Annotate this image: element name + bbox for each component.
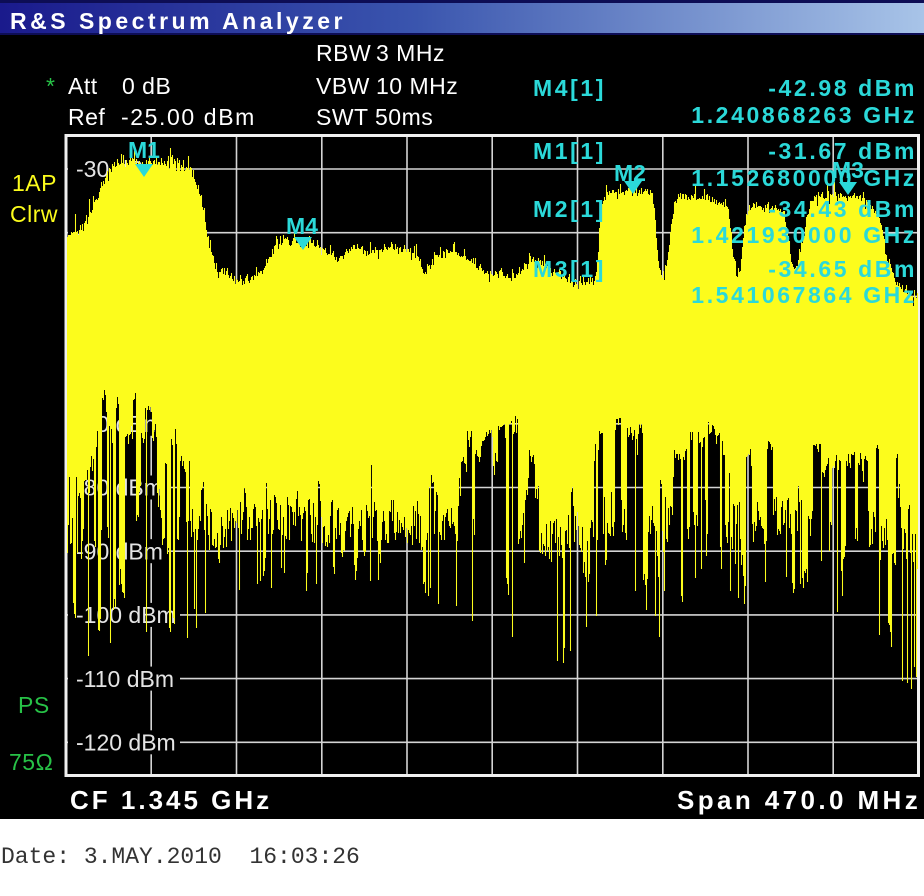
svg-text:-110 dBm: -110 dBm	[76, 666, 174, 692]
svg-text:M1: M1	[128, 137, 160, 163]
svg-text:-120 dBm: -120 dBm	[76, 730, 176, 756]
svg-text:M4: M4	[286, 213, 318, 239]
svg-text:M3: M3	[832, 157, 864, 183]
svg-text:-100 dBm: -100 dBm	[76, 602, 176, 628]
svg-text:M2: M2	[614, 160, 646, 186]
